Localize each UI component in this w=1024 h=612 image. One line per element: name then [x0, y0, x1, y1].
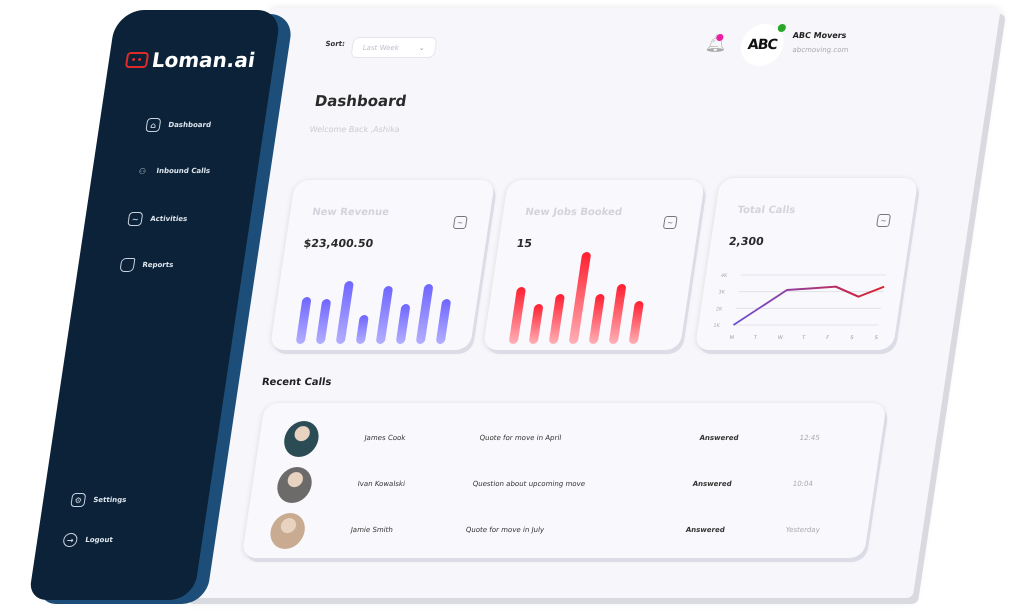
- report-icon: [119, 258, 136, 272]
- sort-label: Sort:: [324, 40, 346, 48]
- x-tick-label: F: [826, 335, 830, 341]
- card-new-jobs[interactable]: New Jobs Booked 15 ~: [482, 180, 706, 350]
- y-tick-label: 1K: [713, 323, 721, 329]
- bar: [528, 304, 544, 344]
- sidebar-item-activities[interactable]: ~ Activities: [127, 212, 188, 226]
- call-row[interactable]: Jamie Smith Quote for move in July Answe…: [242, 513, 870, 553]
- sidebar-item-dashboard[interactable]: ⌂ Dashboard: [145, 118, 212, 132]
- call-time: 10:04: [792, 480, 814, 488]
- caller-name: Ivan Kowalski: [357, 480, 406, 488]
- company-name: ABC Movers: [792, 31, 848, 40]
- card-title: New Jobs Booked: [524, 207, 623, 218]
- bar: [355, 315, 369, 344]
- call-row[interactable]: Ivan Kowalski Question about upcoming mo…: [249, 467, 877, 507]
- bar: [508, 287, 527, 344]
- caller-avatar: [267, 513, 308, 549]
- call-subject: Quote for move in July: [465, 526, 545, 534]
- bar: [395, 304, 411, 344]
- recent-calls-table: James Cook Quote for move in April Answe…: [241, 403, 887, 558]
- activity-icon: ~: [127, 212, 144, 226]
- caller-avatar: [274, 467, 315, 503]
- bar: [608, 284, 627, 344]
- jobs-bars: [508, 252, 650, 344]
- x-tick-label: W: [777, 335, 783, 341]
- nav-label: Logout: [84, 536, 114, 544]
- sidebar-item-settings[interactable]: ⚙ Settings: [70, 493, 127, 507]
- sidebar-item-logout[interactable]: → Logout: [62, 533, 114, 547]
- bar: [335, 281, 355, 344]
- bar: [588, 294, 606, 344]
- bar: [415, 284, 434, 344]
- caller-name: Jamie Smith: [350, 526, 394, 534]
- revenue-bars: [295, 264, 457, 344]
- trend-icon[interactable]: ~: [876, 214, 892, 227]
- chevron-down-icon: ⌄: [418, 43, 426, 52]
- card-new-revenue[interactable]: New Revenue $23,400.50 ~: [269, 180, 496, 350]
- call-status: Answered: [692, 480, 733, 488]
- y-tick-label: 2K: [715, 306, 723, 312]
- trend-icon[interactable]: ~: [662, 216, 678, 229]
- sidebar-item-reports[interactable]: Reports: [119, 258, 174, 272]
- call-time: 12:45: [798, 434, 821, 442]
- calls-series-line: [732, 285, 885, 326]
- x-tick-label: S: [874, 335, 878, 341]
- bar: [628, 301, 645, 344]
- people-icon: ⚇: [138, 166, 147, 176]
- call-row[interactable]: James Cook Quote for move in April Answe…: [256, 421, 884, 461]
- x-tick-label: T: [752, 335, 758, 341]
- company-logo: ABC: [746, 37, 778, 53]
- page-title: Dashboard: [313, 92, 408, 110]
- logo-icon: [124, 52, 150, 68]
- bar: [435, 299, 452, 344]
- card-title: Total Calls: [736, 205, 797, 216]
- nav-label: Dashboard: [167, 121, 212, 129]
- recent-calls-title: Recent Calls: [261, 377, 333, 388]
- sort-dropdown[interactable]: Last Week ⌄: [350, 37, 438, 58]
- bar: [568, 252, 592, 344]
- nav-label: Settings: [92, 496, 127, 504]
- card-value: 2,300: [727, 235, 765, 248]
- card-value: 15: [515, 237, 533, 250]
- sort-value: Last Week: [362, 43, 400, 52]
- y-tick-label: 3K: [718, 290, 726, 296]
- caller-avatar: [281, 421, 322, 457]
- company-website: abcmoving.com: [791, 46, 849, 54]
- calls-line-chart: 1K 2K 3K 4K M T W T F S S: [713, 273, 886, 341]
- logo[interactable]: Loman.ai: [124, 48, 257, 72]
- bar: [315, 299, 332, 344]
- logo-text: Loman.ai: [150, 48, 257, 72]
- nav-label: Inbound Calls: [155, 167, 211, 175]
- nav-label: Activities: [149, 215, 188, 223]
- x-tick-label: M: [729, 335, 734, 341]
- caller-name: James Cook: [363, 434, 406, 442]
- card-total-calls[interactable]: Total Calls 2,300 ~ 1K 2K 3K 4K M T W T F S S: [694, 178, 919, 350]
- bar: [548, 294, 566, 344]
- call-status: Answered: [698, 434, 740, 442]
- card-value: $23,400.50: [302, 237, 375, 250]
- sidebar-item-inbound-calls[interactable]: ⚇ Inbound Calls: [136, 165, 211, 177]
- bar: [375, 286, 394, 344]
- card-title: New Revenue: [311, 207, 390, 218]
- x-tick-label: T: [801, 335, 807, 341]
- call-subject: Quote for move in April: [478, 434, 562, 442]
- trend-icon[interactable]: ~: [452, 216, 468, 229]
- x-tick-label: S: [850, 335, 854, 341]
- call-status: Answered: [685, 526, 726, 534]
- bar: [295, 297, 312, 344]
- call-time: Yesterday: [785, 526, 821, 534]
- logout-icon: →: [62, 533, 79, 547]
- home-icon: ⌂: [145, 118, 162, 132]
- y-tick-label: 4K: [720, 273, 728, 279]
- settings-icon: ⚙: [70, 493, 87, 507]
- nav-label: Reports: [141, 261, 174, 269]
- call-subject: Question about upcoming move: [472, 480, 586, 488]
- welcome-text: Welcome Back ,Ashika: [308, 125, 401, 134]
